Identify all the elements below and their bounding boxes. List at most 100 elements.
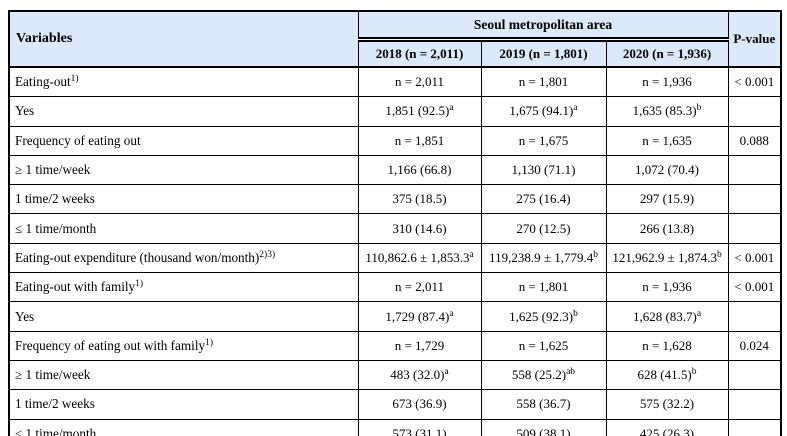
cell-text: 628 (41.5) <box>637 367 692 383</box>
cell-text: 573 (31.1) <box>392 425 447 436</box>
table-row: ≤ 1 time/month 573 (31.1) 509 (38.1) 425 (2… <box>8 418 782 436</box>
cell-text: 1,628 (83.7) <box>632 308 697 324</box>
cell-text: 1 time/2 weeks <box>15 191 95 207</box>
value-cell: n = 1,635 <box>605 125 729 156</box>
cell-text: n = 1,851 <box>394 132 445 148</box>
cell-text: 270 (12.5) <box>516 220 571 236</box>
value-cell: 310 (14.6) <box>357 213 482 244</box>
value-cell: 573 (31.1) <box>357 418 482 436</box>
table-row: Frequency of eating out with family1) n =… <box>8 330 782 361</box>
value-cell: 558 (36.7) <box>480 389 607 420</box>
cell-text: n = 1,801 <box>518 279 569 295</box>
superscript: b <box>573 308 578 319</box>
superscript: a <box>449 308 454 319</box>
table-row: Eating-out with family1) n = 2,011 n = 1,8… <box>8 272 782 303</box>
value-cell: n = 1,801 <box>480 66 607 98</box>
cell-text: 1,625 (92.3) <box>509 308 574 324</box>
table-row: ≥ 1 time/week 483 (32.0)a 558 (25.2)ab 628 … <box>8 359 782 391</box>
table-row: Eating-out1) n = 2,011 n = 1,801 n = 1,936 <… <box>8 66 782 98</box>
row-label: Eating-out expenditure (thousand won/mon… <box>8 242 359 274</box>
cell-text: 1,635 (85.3) <box>632 103 697 119</box>
cell-text: 119,238.9 ± 1,779.4 <box>489 249 594 265</box>
row-label: Eating-out1) <box>8 66 359 98</box>
pvalue-cell: < 0.001 <box>727 66 782 98</box>
table-row: ≤ 1 time/month 310 (14.6) 270 (12.5) 266 (1… <box>8 213 782 244</box>
row-label: Yes <box>8 301 359 332</box>
cell-text: < 0.001 <box>734 249 775 265</box>
value-cell: 110,862.6 ± 1,853.3a <box>357 242 482 274</box>
cell-text: Eating-out expenditure (thousand won/mon… <box>15 249 260 265</box>
value-cell: 1,072 (70.4) <box>605 154 729 186</box>
cell-text: 310 (14.6) <box>392 220 447 236</box>
group-header: Seoul metropolitan area <box>357 10 729 42</box>
cell-text: 1,851 (92.5) <box>385 103 450 119</box>
value-cell: 275 (16.4) <box>480 184 607 215</box>
value-cell: n = 1,729 <box>357 330 482 361</box>
row-label: Frequency of eating out with family1) <box>8 330 359 361</box>
value-cell: 483 (32.0)a <box>357 359 482 391</box>
pvalue-cell <box>727 154 782 186</box>
cell-text: Yes <box>15 103 35 119</box>
value-cell: 121,962.9 ± 1,874.3b <box>605 242 729 274</box>
table-row: 1 time/2 weeks 673 (36.9) 558 (36.7) 575 (3… <box>8 389 782 420</box>
value-cell: n = 2,011 <box>357 66 482 98</box>
value-cell: 1,625 (92.3)b <box>480 301 607 332</box>
year-header-row: 2018 (n = 2,011) 2019 (n = 1,801) 2020 (… <box>9 39 781 68</box>
table-row: 1 time/2 weeks 375 (18.5) 275 (16.4) 297 (1… <box>8 184 782 215</box>
value-cell: 425 (26.3) <box>605 418 729 436</box>
row-label: Eating-out with family1) <box>8 272 359 303</box>
value-cell: 375 (18.5) <box>357 184 482 215</box>
value-cell: 119,238.9 ± 1,779.4b <box>480 242 607 274</box>
pvalue-cell: < 0.001 <box>727 242 782 274</box>
cell-text: 0.024 <box>739 337 769 353</box>
table-row: Eating-out expenditure (thousand won/mon… <box>8 242 782 274</box>
cell-text: 121,962.9 ± 1,874.3 <box>612 249 717 265</box>
cell-text: n = 1,801 <box>518 74 569 90</box>
cell-text: n = 1,625 <box>518 337 569 353</box>
value-cell: n = 1,801 <box>480 272 607 303</box>
cell-text: n = 1,936 <box>642 279 692 295</box>
cell-text: < 0.001 <box>734 74 775 90</box>
superscript: a <box>449 103 454 114</box>
cell-text: Frequency of eating out with family <box>15 337 206 353</box>
table-row: ≥ 1 time/week 1,166 (66.8) 1,130 (71.1) 1,0… <box>8 154 782 186</box>
value-cell: 1,635 (85.3)b <box>605 96 729 127</box>
cell-text: 1,166 (66.8) <box>387 162 452 178</box>
value-cell: n = 1,625 <box>480 330 607 361</box>
table-row: Frequency of eating out n = 1,851 n = 1,67… <box>8 125 782 156</box>
cell-text: n = 1,936 <box>642 74 692 90</box>
superscript: 1) <box>70 74 79 85</box>
value-cell: 1,851 (92.5)a <box>357 96 482 127</box>
cell-text: 266 (13.8) <box>639 220 695 236</box>
row-label: Yes <box>8 96 359 127</box>
row-label: ≥ 1 time/week <box>8 154 359 186</box>
cell-text: Frequency of eating out <box>15 132 141 148</box>
superscript: b <box>593 249 598 260</box>
pvalue-cell <box>727 184 782 215</box>
pvalue-cell: 0.088 <box>727 125 782 156</box>
cell-text: 509 (38.1) <box>516 425 571 436</box>
cell-text: 425 (26.3) <box>639 425 695 436</box>
cell-text: 375 (18.5) <box>392 191 447 207</box>
value-cell: 297 (15.9) <box>605 184 729 215</box>
value-cell: 628 (41.5)b <box>605 359 729 391</box>
superscript: 1) <box>135 279 144 290</box>
value-cell: 509 (38.1) <box>480 418 607 436</box>
pvalue-cell <box>727 213 782 244</box>
row-label: ≤ 1 time/month <box>8 213 359 244</box>
pvalue-cell <box>727 418 782 436</box>
row-label: 1 time/2 weeks <box>8 389 359 420</box>
pvalue-header: P-value <box>727 10 782 68</box>
cell-text: Yes <box>15 308 35 324</box>
value-cell: 1,675 (94.1)a <box>480 96 607 127</box>
superscript: b <box>716 249 722 260</box>
superscript: 2)3) <box>259 249 276 260</box>
row-label: 1 time/2 weeks <box>8 184 359 215</box>
cell-text: 558 (25.2) <box>511 367 567 383</box>
cell-text: 1 time/2 weeks <box>15 396 95 412</box>
pvalue-cell <box>727 359 782 391</box>
row-label: ≥ 1 time/week <box>8 359 359 391</box>
pvalue-cell <box>727 96 782 127</box>
cell-text: 1,729 (87.4) <box>385 308 450 324</box>
